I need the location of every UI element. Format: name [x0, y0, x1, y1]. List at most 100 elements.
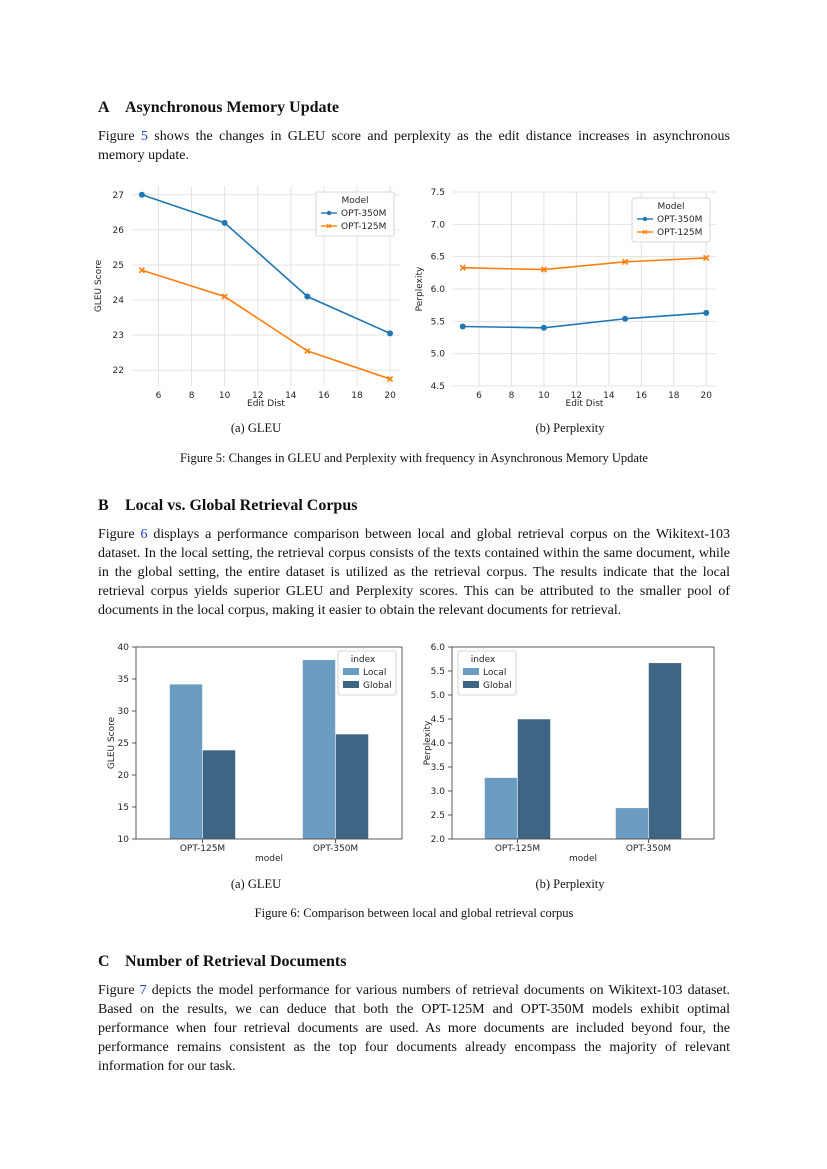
section-title: Number of Retrieval Documents [125, 953, 347, 970]
legend-title: index [351, 655, 376, 665]
x-axis-label: Edit Dist [247, 399, 285, 409]
y-tick-label: 2.0 [431, 835, 446, 845]
legend-marker [326, 210, 332, 216]
x-axis-label: Edit Dist [566, 399, 604, 409]
x-tick-label: 18 [351, 391, 363, 401]
x-tick-label: 12 [571, 391, 582, 401]
legend-swatch [343, 668, 359, 675]
x-axis-label: model [569, 854, 597, 864]
bar [648, 662, 682, 840]
y-axis-label: GLEU Score [94, 259, 104, 312]
x-tick-label: 14 [285, 391, 297, 401]
section-title: Asynchronous Memory Update [125, 99, 339, 116]
section-number: A [98, 99, 110, 116]
data-point [459, 264, 466, 271]
figure-ref-link[interactable]: 5 [140, 129, 148, 144]
data-point [703, 254, 710, 262]
series-line [462, 312, 707, 329]
y-tick-label: 4.5 [431, 382, 445, 392]
paragraph-text: shows the changes in GLEU score and perp… [98, 129, 731, 163]
plot-frame [135, 646, 403, 840]
y-tick-label: 25 [113, 261, 124, 271]
subcaption-5a: (a) GLEU [230, 421, 282, 435]
y-tick-label: 30 [118, 707, 130, 717]
legend-marker [642, 229, 648, 235]
legend-swatch [463, 681, 479, 688]
chart-perplexity-vs-edit-dist: 6 8 10 12 14 16 18 20 4.5 5.0 5.5 6.0 6.5 7.0 7.5 Edit … [415, 188, 716, 409]
subcaption-5b: (b) Perplexity [535, 421, 605, 435]
legend-title: Model [657, 202, 684, 212]
legend-label: Local [483, 668, 506, 678]
y-tick-label: 27 [113, 191, 124, 201]
x-tick-label: 10 [538, 391, 550, 401]
paragraph-text: Figure [98, 527, 141, 542]
figure-ref-link[interactable]: 6 [140, 527, 148, 542]
legend-marker [642, 216, 648, 222]
y-tick-label: 4.5 [431, 715, 445, 725]
legend-label: OPT-125M [341, 222, 386, 232]
legend-title: index [471, 655, 496, 665]
x-tick-label: 16 [318, 391, 330, 401]
legend-label: Global [363, 681, 392, 691]
section-heading-c: C Number of Retrieval Documents [98, 953, 346, 971]
x-tick-label: 20 [701, 391, 713, 401]
y-tick-label: 24 [113, 296, 125, 306]
series-line [141, 269, 391, 380]
legend-box [315, 191, 395, 237]
legend-label: OPT-350M [341, 209, 386, 219]
bar [202, 749, 236, 840]
paragraph-a: Figure 5 shows the changes in GLEU score… [98, 127, 730, 165]
y-axis-label: Perplexity [423, 720, 433, 765]
legend-label: Global [483, 681, 512, 691]
legend-marker [326, 223, 332, 229]
section-title: Local vs. Global Retrieval Corpus [125, 497, 358, 514]
section-number: C [98, 953, 110, 970]
chart-gleu-local-vs-global: 10 15 20 25 30 35 40 OPT-125M OPT-350M model GLEU … [107, 643, 403, 864]
y-tick-label: 6.0 [431, 643, 446, 653]
y-tick-label: 6.5 [431, 253, 445, 263]
paragraph-text: displays a performance comparison betwee… [98, 527, 730, 618]
y-tick-label: 15 [118, 803, 129, 813]
bar [484, 777, 518, 840]
x-tick-label: 12 [252, 391, 263, 401]
x-tick-label: 16 [636, 391, 648, 401]
x-tick-label: OPT-125M [180, 844, 225, 854]
data-point [540, 266, 548, 273]
x-tick-label: OPT-350M [313, 844, 358, 854]
y-tick-label: 26 [113, 226, 125, 236]
y-tick-label: 5.0 [431, 350, 446, 360]
data-point [221, 219, 228, 226]
paragraph-c: Figure 7 depicts the model performance f… [98, 981, 730, 1076]
plot-frame [451, 646, 715, 840]
y-tick-label: 3.0 [431, 787, 446, 797]
subcaption-6b: (b) Perplexity [535, 877, 605, 891]
legend-label: OPT-125M [657, 228, 702, 238]
legend-swatch [463, 668, 479, 675]
data-point [304, 293, 311, 300]
y-tick-label: 40 [118, 643, 130, 653]
paragraph-text: depicts the model performance for variou… [98, 983, 730, 1074]
x-tick-label: 14 [603, 391, 615, 401]
y-tick-label: 25 [118, 739, 129, 749]
figure-ref-link[interactable]: 7 [139, 983, 147, 998]
y-axis-label: GLEU Score [107, 716, 117, 769]
y-axis-label: Perplexity [415, 266, 425, 311]
y-tick-label: 6.0 [431, 285, 446, 295]
series-line [462, 257, 707, 271]
y-tick-label: 7.0 [431, 220, 446, 230]
legend-title: Model [341, 196, 368, 206]
x-tick-label: 6 [476, 391, 482, 401]
y-tick-label: 35 [118, 675, 129, 685]
data-point [621, 258, 629, 266]
legend-label: OPT-350M [657, 215, 702, 225]
section-heading-b: B Local vs. Global Retrieval Corpus [98, 497, 357, 515]
paragraph-b: Figure 6 displays a performance comparis… [98, 525, 730, 620]
x-tick-label: 10 [219, 391, 231, 401]
y-tick-label: 2.5 [431, 811, 445, 821]
paragraph-text: Figure [98, 129, 141, 144]
legend-swatch [343, 681, 359, 688]
bar [517, 718, 551, 840]
x-tick-label: 20 [384, 391, 396, 401]
data-point [540, 324, 547, 331]
chart-gleu-vs-edit-dist: 6 8 10 12 14 16 18 20 22 23 24 25 26 27 Edit Dist GLEU … [94, 186, 400, 409]
